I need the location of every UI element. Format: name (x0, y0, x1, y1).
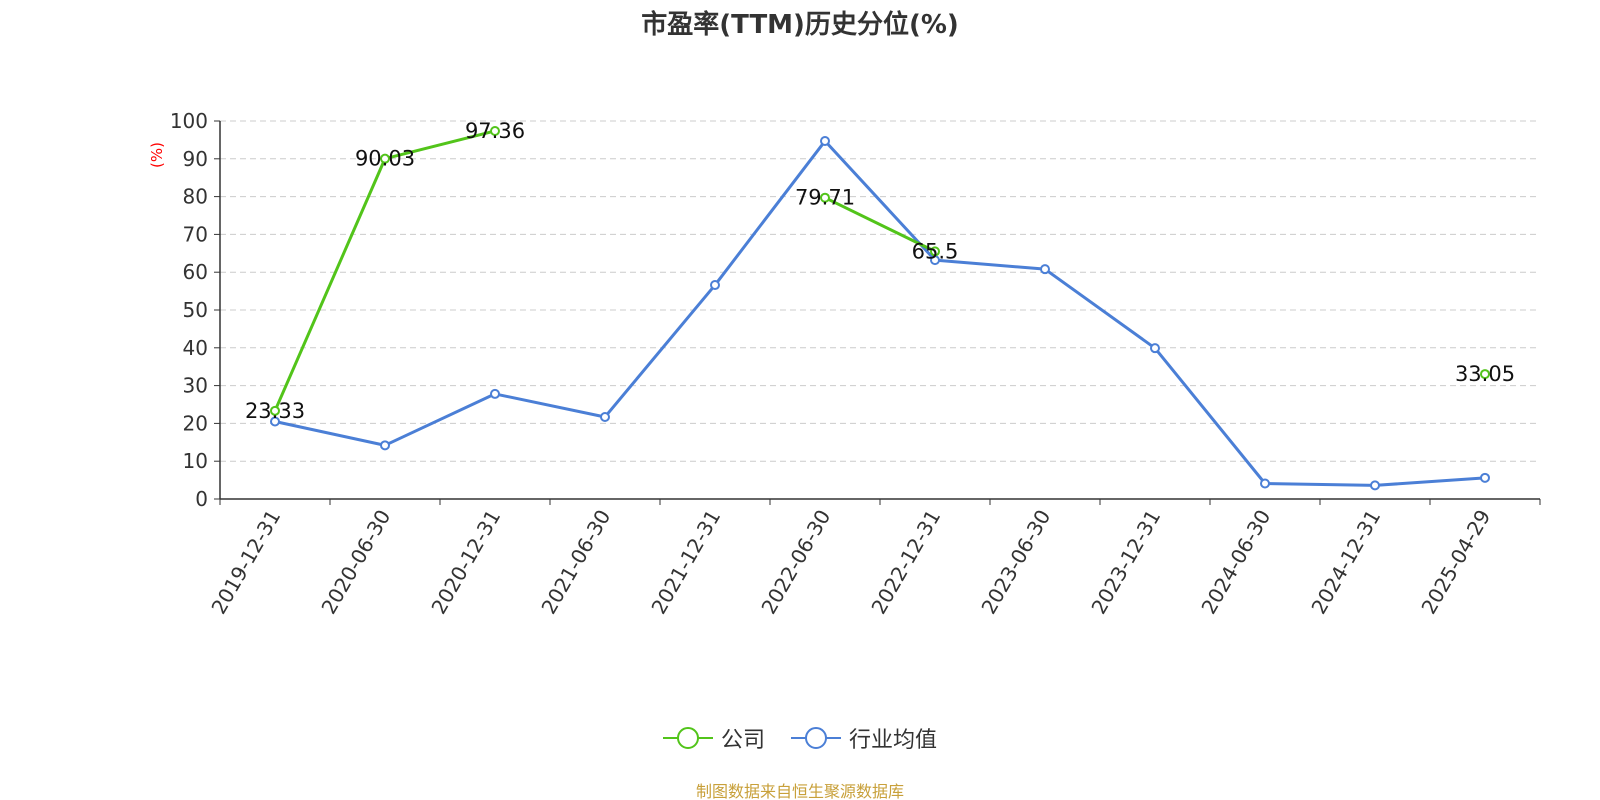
data-point-0 (820, 192, 830, 203)
y-tick-label: 10 (183, 449, 208, 473)
data-point-1 (1370, 480, 1380, 491)
x-tick-label: 2022-06-30 (756, 506, 835, 619)
data-point-1 (380, 440, 390, 451)
data-point-1 (1480, 472, 1490, 483)
source-note: 制图数据来自恒生聚源数据库 (695, 782, 904, 800)
y-tick-label: 30 (183, 374, 208, 398)
series-line-0 (273, 129, 496, 412)
series-line-1 (274, 139, 1486, 487)
data-point-1 (600, 411, 610, 422)
y-tick-label: 100 (170, 109, 208, 133)
data-label: 97.36 (465, 119, 525, 143)
y-tick-label: 50 (183, 298, 208, 322)
x-tick-label: 2022-12-31 (866, 506, 945, 619)
x-tick-label: 2024-12-31 (1306, 506, 1385, 619)
data-point-0 (270, 405, 280, 416)
data-label: 79.71 (795, 186, 855, 210)
chart-title: 市盈率(TTM)历史分位(%) (641, 10, 959, 40)
data-point-1 (270, 416, 280, 427)
data-point-1 (1150, 343, 1160, 354)
y-tick-label: 40 (183, 336, 208, 360)
x-tick-label: 2025-04-29 (1416, 506, 1495, 619)
series (270, 125, 1490, 491)
x-tick-label: 2021-12-31 (646, 506, 725, 619)
x-tick-label: 2023-12-31 (1086, 506, 1165, 619)
legend-label-company: 公司 (720, 728, 765, 753)
data-point-1 (490, 388, 500, 399)
data-point-1 (1040, 264, 1050, 275)
legend-item-industry-avg[interactable]: 行业均值 (791, 722, 937, 754)
x-tick-label: 2023-06-30 (976, 506, 1055, 619)
data-labels: 23.33 90.03 97.36 79.71 65.5 33.05 (245, 119, 1515, 423)
grid-lines (220, 120, 1540, 462)
x-tick-label: 2021-06-30 (536, 506, 615, 619)
series-line-0 (824, 196, 936, 253)
data-point-0 (380, 153, 390, 164)
legend: 公司 行业均值 (0, 722, 1600, 754)
data-point-1 (820, 136, 830, 147)
x-tick-label: 2024-06-30 (1196, 506, 1275, 619)
data-point-0 (1480, 369, 1490, 380)
x-tick-label: 2020-06-30 (316, 506, 395, 619)
legend-label-industry-avg: 行业均值 (849, 728, 938, 753)
data-point-1 (1260, 478, 1270, 489)
data-point-0 (930, 246, 940, 257)
x-tick-label: 2020-12-31 (426, 506, 505, 619)
data-label: 33.05 (1455, 362, 1515, 386)
y-tick-label: 90 (183, 147, 208, 171)
y-tick-label: 60 (183, 260, 208, 284)
y-tick-label: 70 (183, 222, 208, 246)
legend-item-company[interactable]: 公司 (662, 722, 765, 754)
data-point-0 (490, 125, 500, 136)
y-tick-label: 80 (183, 185, 208, 209)
legend-company-marker-icon (662, 727, 713, 749)
data-label: 65.5 (912, 239, 959, 263)
legend-industry-marker-icon (791, 727, 841, 749)
y-tick-label: 0 (195, 487, 208, 511)
y-tick-label: 20 (183, 411, 208, 435)
data-label: 90.03 (355, 147, 415, 171)
data-point-1 (710, 280, 720, 291)
y-axis-label: (%) (148, 142, 166, 168)
data-label: 23.33 (245, 399, 305, 423)
x-tick-label: 2019-12-31 (206, 506, 285, 619)
